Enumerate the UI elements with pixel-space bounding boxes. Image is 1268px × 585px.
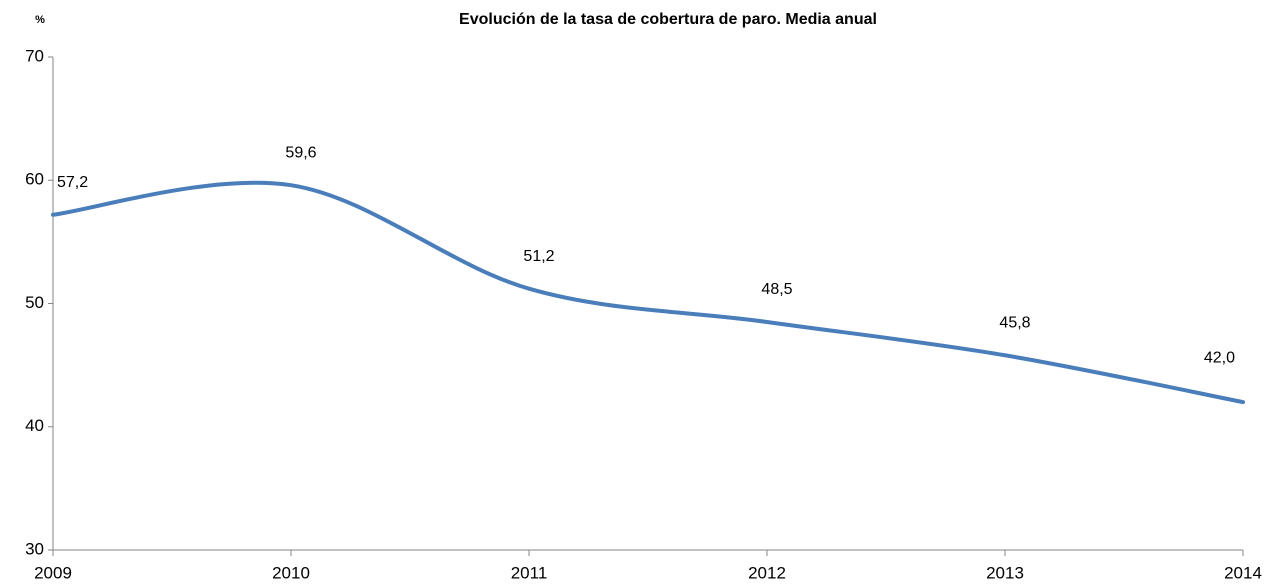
x-tick-label: 2009 — [34, 563, 72, 582]
y-tick-label: 30 — [25, 539, 44, 558]
x-tick-label: 2010 — [272, 563, 310, 582]
y-tick-label: 40 — [25, 416, 44, 435]
data-label: 57,2 — [57, 174, 88, 191]
data-label: 48,5 — [761, 281, 792, 298]
y-tick-label: 50 — [25, 293, 44, 312]
line-series — [51, 180, 1245, 405]
x-tick-label: 2014 — [1224, 563, 1262, 582]
x-tick-label: 2012 — [748, 563, 786, 582]
data-label: 42,0 — [1204, 349, 1235, 366]
data-label: 51,2 — [523, 248, 554, 265]
data-label: 45,8 — [999, 314, 1030, 331]
x-tick-label: 2013 — [986, 563, 1024, 582]
y-tick-label: 70 — [25, 46, 44, 65]
x-tick-label: 2011 — [511, 563, 548, 582]
chart-title: Evolución de la tasa de cobertura de par… — [459, 11, 877, 28]
y-axis-label: % — [35, 14, 45, 26]
y-tick-label: 60 — [25, 170, 44, 189]
data-label: 59,6 — [285, 144, 316, 161]
